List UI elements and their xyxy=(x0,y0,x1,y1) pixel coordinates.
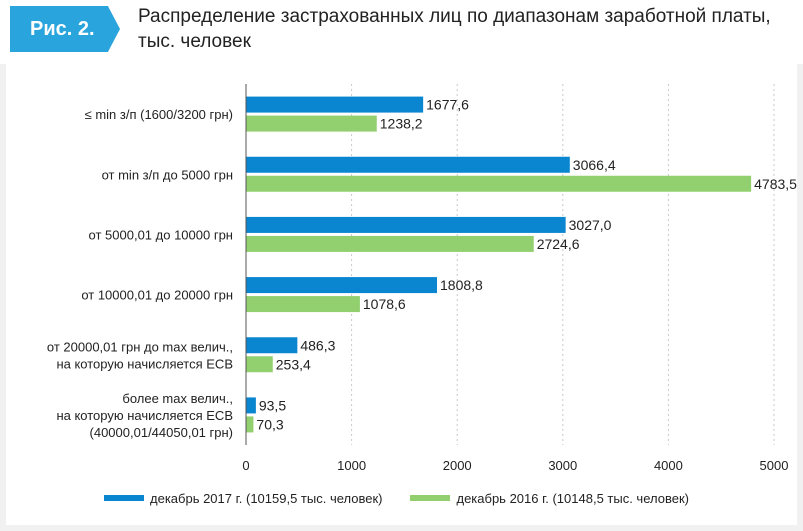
bar-2016 xyxy=(246,416,254,433)
category-label: на которую начисляется ЕСВ xyxy=(56,356,233,371)
header: Рис. 2. Распределение застрахованных лиц… xyxy=(0,0,803,62)
bar-2017 xyxy=(246,96,424,113)
bar-2016 xyxy=(246,296,360,313)
legend-swatch-2016 xyxy=(410,495,451,501)
category-label: от 20000,01 грн до max велич., xyxy=(47,339,233,354)
data-label: 70,3 xyxy=(256,416,283,432)
bar-2017 xyxy=(246,156,570,173)
legend-swatch-2017 xyxy=(104,495,144,501)
legend-item-2017: декабрь 2017 г. (10159,5 тыс. человек) xyxy=(104,491,382,506)
bar-2017 xyxy=(246,216,566,233)
bar-2016 xyxy=(246,175,752,192)
data-label: 1078,6 xyxy=(363,296,406,312)
chart-title: Распределение застрахованных лиц по диап… xyxy=(138,6,771,52)
data-label: 486,3 xyxy=(300,337,335,353)
bar-2016 xyxy=(246,115,377,132)
category-label: ≤ min з/п (1600/3200 грн) xyxy=(85,107,233,122)
x-tick-label: 0 xyxy=(242,458,249,473)
bar-2016 xyxy=(246,356,273,373)
category-label: (40000,01/44050,01 грн) xyxy=(90,425,233,440)
legend-item-2016: декабрь 2016 г. (10148,5 тыс. человек) xyxy=(410,490,689,506)
x-tick-label: 5000 xyxy=(760,458,789,473)
category-label: от min з/п до 5000 грн xyxy=(102,167,233,182)
data-label: 1677,6 xyxy=(426,97,469,113)
x-tick-label: 4000 xyxy=(654,458,683,473)
bar-2017 xyxy=(246,337,298,354)
category-label: от 5000,01 до 10000 грн xyxy=(89,227,233,242)
chart-panel xyxy=(0,64,803,531)
category-label: от 10000,01 до 20000 грн xyxy=(81,288,233,303)
data-label: 93,5 xyxy=(259,397,286,413)
x-tick-label: 1000 xyxy=(337,458,366,473)
data-label: 2724,6 xyxy=(537,236,580,252)
data-label: 3027,0 xyxy=(569,217,612,233)
category-label: на которую начисляется ЕСВ xyxy=(56,408,233,423)
data-label: 4783,5 xyxy=(754,176,797,192)
bar-2017 xyxy=(246,397,256,414)
legend: декабрь 2017 г. (10159,5 тыс. человек) д… xyxy=(104,490,717,506)
legend-label-2016: декабрь 2016 г. (10148,5 тыс. человек) xyxy=(456,490,689,506)
data-label: 3066,4 xyxy=(573,157,616,173)
figure-label-badge: Рис. 2. xyxy=(10,6,120,52)
category-label: более max велич., xyxy=(122,391,233,406)
legend-label-2017: декабрь 2017 г. (10159,5 тыс. человек) xyxy=(150,490,383,506)
x-tick-label: 2000 xyxy=(443,458,472,473)
data-label: 1238,2 xyxy=(380,116,423,132)
bar-2017 xyxy=(246,277,438,294)
chart-panel-inner xyxy=(6,64,797,525)
x-tick-label: 3000 xyxy=(548,458,577,473)
data-label: 1808,8 xyxy=(440,277,483,293)
bar-2016 xyxy=(246,235,534,252)
data-label: 253,4 xyxy=(276,356,311,372)
